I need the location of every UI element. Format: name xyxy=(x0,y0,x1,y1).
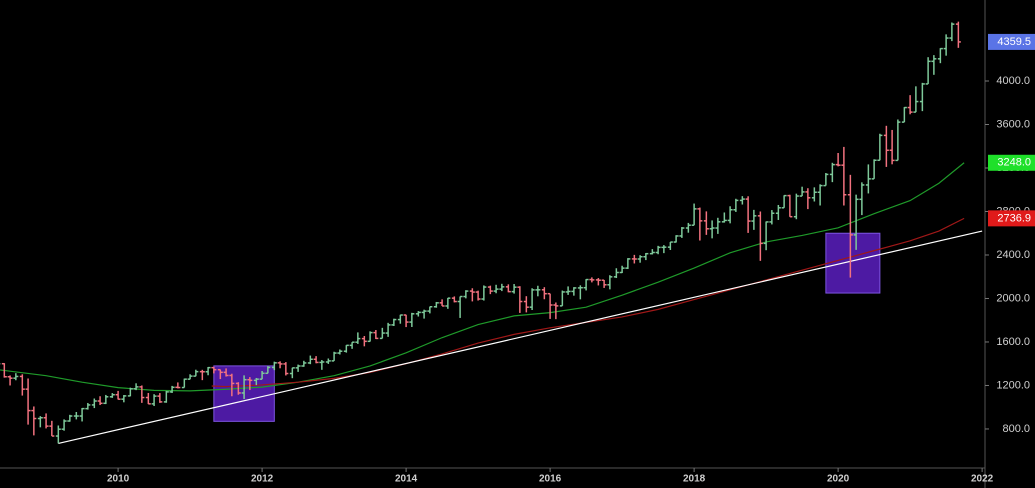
last-price-label-bg xyxy=(988,33,1035,50)
y-tick-label: 1200.0 xyxy=(996,379,1030,391)
x-tick-label: 2018 xyxy=(683,474,706,485)
ma-label-bg xyxy=(988,210,1035,227)
y-tick-label: 1600.0 xyxy=(996,336,1030,348)
last-price-label: 4359.5 xyxy=(997,36,1031,48)
ma-label-bg xyxy=(988,154,1035,171)
x-tick-label: 2010 xyxy=(107,474,130,485)
x-tick-label: 2020 xyxy=(827,474,850,485)
x-tick-label: 2022 xyxy=(971,474,994,485)
y-tick-label: 2400.0 xyxy=(996,249,1030,261)
ma-label: 2736.9 xyxy=(997,212,1031,224)
y-tick-label: 3600.0 xyxy=(996,118,1030,130)
y-tick-label: 4000.0 xyxy=(996,75,1030,87)
y-tick-label: 2000.0 xyxy=(996,292,1030,304)
x-tick-label: 2012 xyxy=(251,474,274,485)
highlight-box xyxy=(825,232,881,294)
line xyxy=(58,230,983,445)
x-tick-label: 2014 xyxy=(395,474,418,485)
ma-label: 3248.0 xyxy=(997,157,1031,169)
x-tick-label: 2016 xyxy=(539,474,562,485)
y-tick-label: 800.0 xyxy=(1002,423,1030,435)
